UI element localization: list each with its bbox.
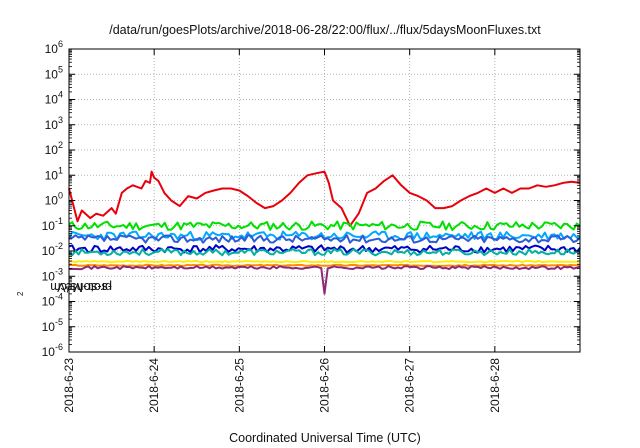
y-tick-base: 10 xyxy=(45,118,59,132)
y-tick-label: 10-2 xyxy=(42,241,63,258)
x-tick-label: 2018-6-24 xyxy=(147,358,161,413)
y-tick-label: 105 xyxy=(45,64,63,81)
y-tick-base: 10 xyxy=(42,345,56,359)
series-lines xyxy=(68,170,581,295)
y-tick-exponent: -5 xyxy=(55,317,63,327)
x-axis-ticks: 2018-6-23 2018-6-24 2018-6-25 2018-6-26 2018… xyxy=(62,49,502,413)
y-tick-label: 103 xyxy=(45,115,63,132)
y-tick-label: 106 xyxy=(45,39,63,56)
y-tick-exponent: 0 xyxy=(58,191,63,201)
chart-title: /data/run/goesPlots/archive/2018-06-28/2… xyxy=(109,23,541,37)
y-tick-base: 10 xyxy=(45,143,59,157)
y-tick-base: 10 xyxy=(45,194,59,208)
x-tick-label: 2018-6-23 xyxy=(62,358,76,413)
y-tick-exponent: 5 xyxy=(58,64,63,74)
y-tick-label: 102 xyxy=(45,140,63,157)
y-tick-base: 10 xyxy=(45,42,59,56)
y-axis-label-sup: 2 xyxy=(16,291,25,296)
y-tick-exponent: -2 xyxy=(55,241,63,251)
x-tick-label: 2018-6-25 xyxy=(232,358,246,413)
series-line-8 xyxy=(68,263,581,267)
y-tick-exponent: 1 xyxy=(58,165,63,175)
y-tick-base: 10 xyxy=(42,295,56,309)
series-line-6 xyxy=(68,248,581,257)
y-tick-base: 10 xyxy=(42,219,56,233)
x-tick-label: 2018-6-28 xyxy=(488,358,502,413)
y-tick-label: 101 xyxy=(45,165,63,182)
y-tick-label: 10-1 xyxy=(42,216,63,233)
y-axis-label-wrap: protons/cm 2 -s-sr-MeV xyxy=(14,200,112,296)
y-tick-exponent: 3 xyxy=(58,115,63,125)
series-line-7 xyxy=(69,260,581,264)
y-tick-exponent: 6 xyxy=(58,39,63,49)
y-tick-exponent: -6 xyxy=(55,342,63,352)
y-tick-exponent: 2 xyxy=(58,140,63,150)
y-tick-base: 10 xyxy=(42,244,56,258)
y-tick-base: 10 xyxy=(42,269,56,283)
y-tick-base: 10 xyxy=(45,168,59,182)
y-tick-label: 10-4 xyxy=(42,292,63,309)
y-tick-base: 10 xyxy=(42,320,56,334)
grid-lines xyxy=(69,49,580,352)
y-tick-base: 10 xyxy=(45,67,59,81)
x-axis-label: Coordinated Universal Time (UTC) xyxy=(229,431,421,445)
y-tick-label: 10-3 xyxy=(42,266,63,283)
y-tick-exponent: -3 xyxy=(55,266,63,276)
x-tick-label: 2018-6-26 xyxy=(318,358,332,413)
series-line-1 xyxy=(68,170,581,227)
y-axis-ticks: 10-610-510-410-310-210-11001011021031041… xyxy=(42,39,580,359)
y-tick-label: 100 xyxy=(45,191,63,208)
y-tick-exponent: 4 xyxy=(58,90,63,100)
x-tick-label: 2018-6-27 xyxy=(403,358,417,413)
series-line-2 xyxy=(68,220,581,232)
y-axis-label-after: -s-sr-MeV xyxy=(57,280,112,294)
y-tick-base: 10 xyxy=(45,93,59,107)
series-line-4 xyxy=(68,234,581,244)
y-tick-label: 104 xyxy=(45,90,63,107)
y-tick-exponent: -4 xyxy=(55,292,63,302)
y-axis-label: protons/cm 2 -s-sr-MeV xyxy=(16,280,112,296)
y-tick-exponent: -1 xyxy=(55,216,63,226)
y-tick-label: 10-5 xyxy=(42,317,63,334)
y-tick-label: 10-6 xyxy=(42,342,63,359)
series-line-5 xyxy=(68,244,581,254)
series-line-9 xyxy=(68,265,581,295)
